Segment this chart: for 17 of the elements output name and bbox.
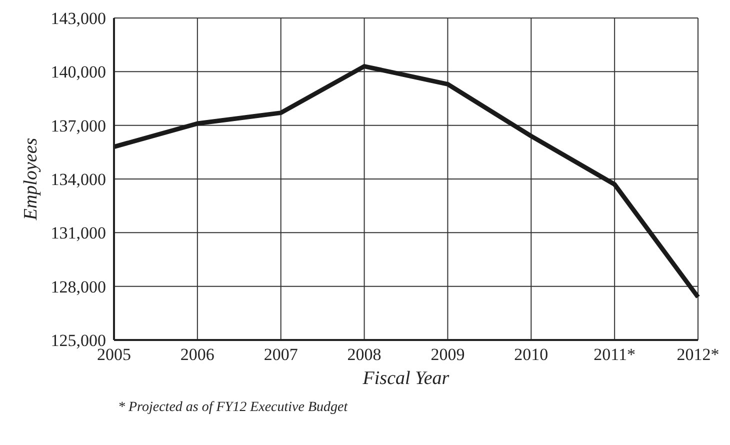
x-tick-label: 2008 <box>347 345 382 364</box>
y-tick-label: 137,000 <box>50 116 106 136</box>
x-tick-label: 2005 <box>97 345 131 364</box>
x-tick-label: 2007 <box>264 345 298 364</box>
x-tick-label: 2011* <box>594 345 636 364</box>
y-tick-label: 128,000 <box>50 277 106 296</box>
y-tick-label: 143,000 <box>50 9 106 28</box>
y-tick-label: 140,000 <box>50 62 106 82</box>
y-tick-label: 131,000 <box>50 224 106 243</box>
x-tick-label: 2010 <box>514 345 548 364</box>
y-axis-title: Employees <box>20 138 42 222</box>
x-tick-label: 2012* <box>676 345 720 364</box>
x-tick-label: 2009 <box>430 345 465 364</box>
text: * Projected as of FY12 Executive Budget <box>118 400 349 416</box>
y-tick-label: 134,000 <box>50 170 106 190</box>
x-tick-label: 2006 <box>180 345 214 364</box>
x-axis-title: Fiscal Year <box>362 368 450 389</box>
